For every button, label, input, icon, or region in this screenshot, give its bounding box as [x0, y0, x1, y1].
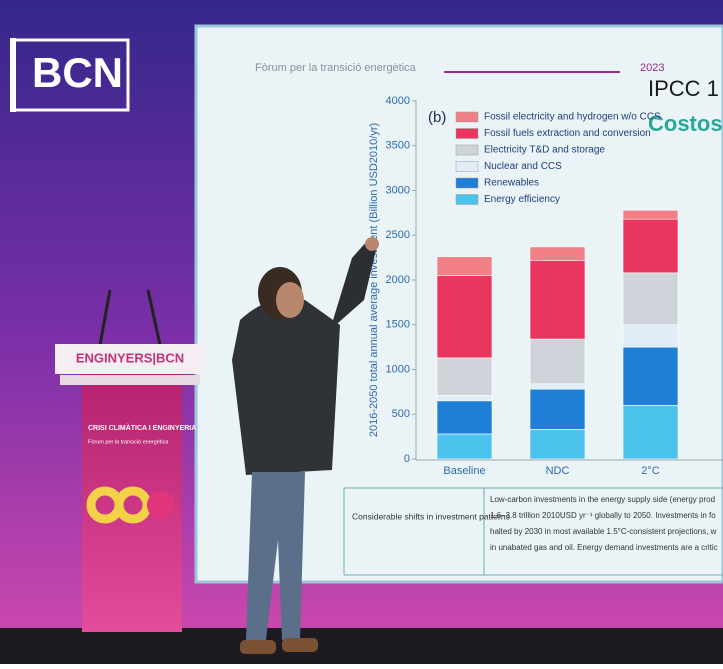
- y-tick-label: 4000: [386, 95, 410, 107]
- table-text: in unabated gas and oil. Energy demand i…: [490, 543, 718, 552]
- bar-segment: [530, 247, 585, 260]
- legend-swatch: [456, 112, 478, 122]
- bar-segment: [437, 257, 492, 276]
- y-tick-label: 1000: [386, 363, 410, 375]
- bar-segment: [530, 384, 585, 389]
- table-text: 1.6–3.8 trillion 2010USD yr⁻¹ globally t…: [490, 511, 716, 520]
- bar-segment: [623, 325, 678, 347]
- bar-segment: [530, 429, 585, 459]
- photo: BCN Fòrum per la transició energètica 20…: [0, 0, 723, 664]
- bar-segment: [437, 276, 492, 358]
- y-tick-label: 2500: [386, 229, 410, 241]
- screen-title: IPCC 1: [648, 76, 719, 101]
- legend-swatch: [456, 162, 478, 172]
- y-tick-label: 500: [392, 408, 410, 420]
- logo-text: BCN: [32, 49, 123, 96]
- podium-subtitle: Fòrum per la transició energètica: [88, 439, 169, 445]
- page: BCN Fòrum per la transició energètica 20…: [0, 0, 723, 664]
- bar-segment: [530, 389, 585, 429]
- table-text: halted by 2030 in most available 1.5°C-c…: [490, 527, 717, 536]
- bar-segment: [437, 401, 492, 434]
- legend-label: Fossil fuels extraction and conversion: [484, 128, 651, 139]
- legend-label: Electricity T&D and storage: [484, 145, 605, 156]
- x-tick-label: Baseline: [443, 465, 485, 477]
- table-row-label: Considerable shifts in investment patter…: [352, 511, 510, 521]
- legend-label: Energy efficiency: [484, 194, 560, 205]
- x-tick-label: 2°C: [641, 465, 660, 477]
- panel-label: (b): [428, 109, 446, 126]
- bar-segment: [437, 395, 492, 400]
- screen-header: Fòrum per la transició energètica: [255, 62, 417, 74]
- legend-swatch: [456, 195, 478, 205]
- bar-segment: [623, 405, 678, 459]
- bar-segment: [437, 358, 492, 396]
- y-tick-label: 0: [404, 453, 410, 465]
- legend-swatch: [456, 145, 478, 155]
- bar-segment: [530, 339, 585, 384]
- bar-segment: [623, 210, 678, 219]
- table-text: Low-carbon investments in the energy sup…: [490, 495, 715, 504]
- bar-segment: [437, 434, 492, 459]
- x-tick-label: NDC: [546, 465, 570, 477]
- legend-swatch: [456, 129, 478, 139]
- legend-label: Renewables: [484, 178, 539, 189]
- y-tick-label: 1500: [386, 319, 410, 331]
- y-tick-label: 3000: [386, 184, 410, 196]
- screen-year: 2023: [640, 62, 664, 74]
- bar-segment: [623, 219, 678, 273]
- legend-label: Fossil electricity and hydrogen w/o CCS: [484, 112, 661, 123]
- bar-segment: [530, 260, 585, 339]
- legend-swatch: [456, 178, 478, 188]
- y-tick-label: 3500: [386, 140, 410, 152]
- y-axis-label: 2016-2050 total annual average investmen…: [368, 123, 380, 437]
- legend-label: Nuclear and CCS: [484, 161, 562, 172]
- bar-segment: [623, 273, 678, 325]
- stage-floor: [0, 628, 723, 664]
- podium-sign: ENGINYERS|BCN: [76, 350, 184, 365]
- bar-segment: [623, 347, 678, 405]
- podium-title: CRISI CLIMÀTICA I ENGINYERIA: [88, 423, 196, 432]
- y-tick-label: 2000: [386, 274, 410, 286]
